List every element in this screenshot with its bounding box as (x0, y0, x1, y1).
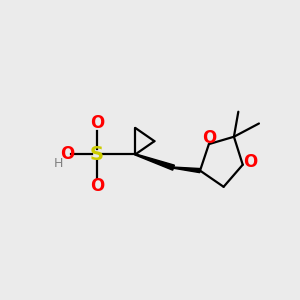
Text: S: S (90, 145, 104, 164)
Text: H: H (53, 157, 63, 170)
Text: O: O (90, 177, 104, 195)
Polygon shape (173, 167, 200, 173)
Text: O: O (202, 129, 217, 147)
Text: O: O (243, 153, 257, 171)
Polygon shape (135, 154, 174, 170)
Text: O: O (90, 114, 104, 132)
Text: O: O (60, 146, 74, 164)
